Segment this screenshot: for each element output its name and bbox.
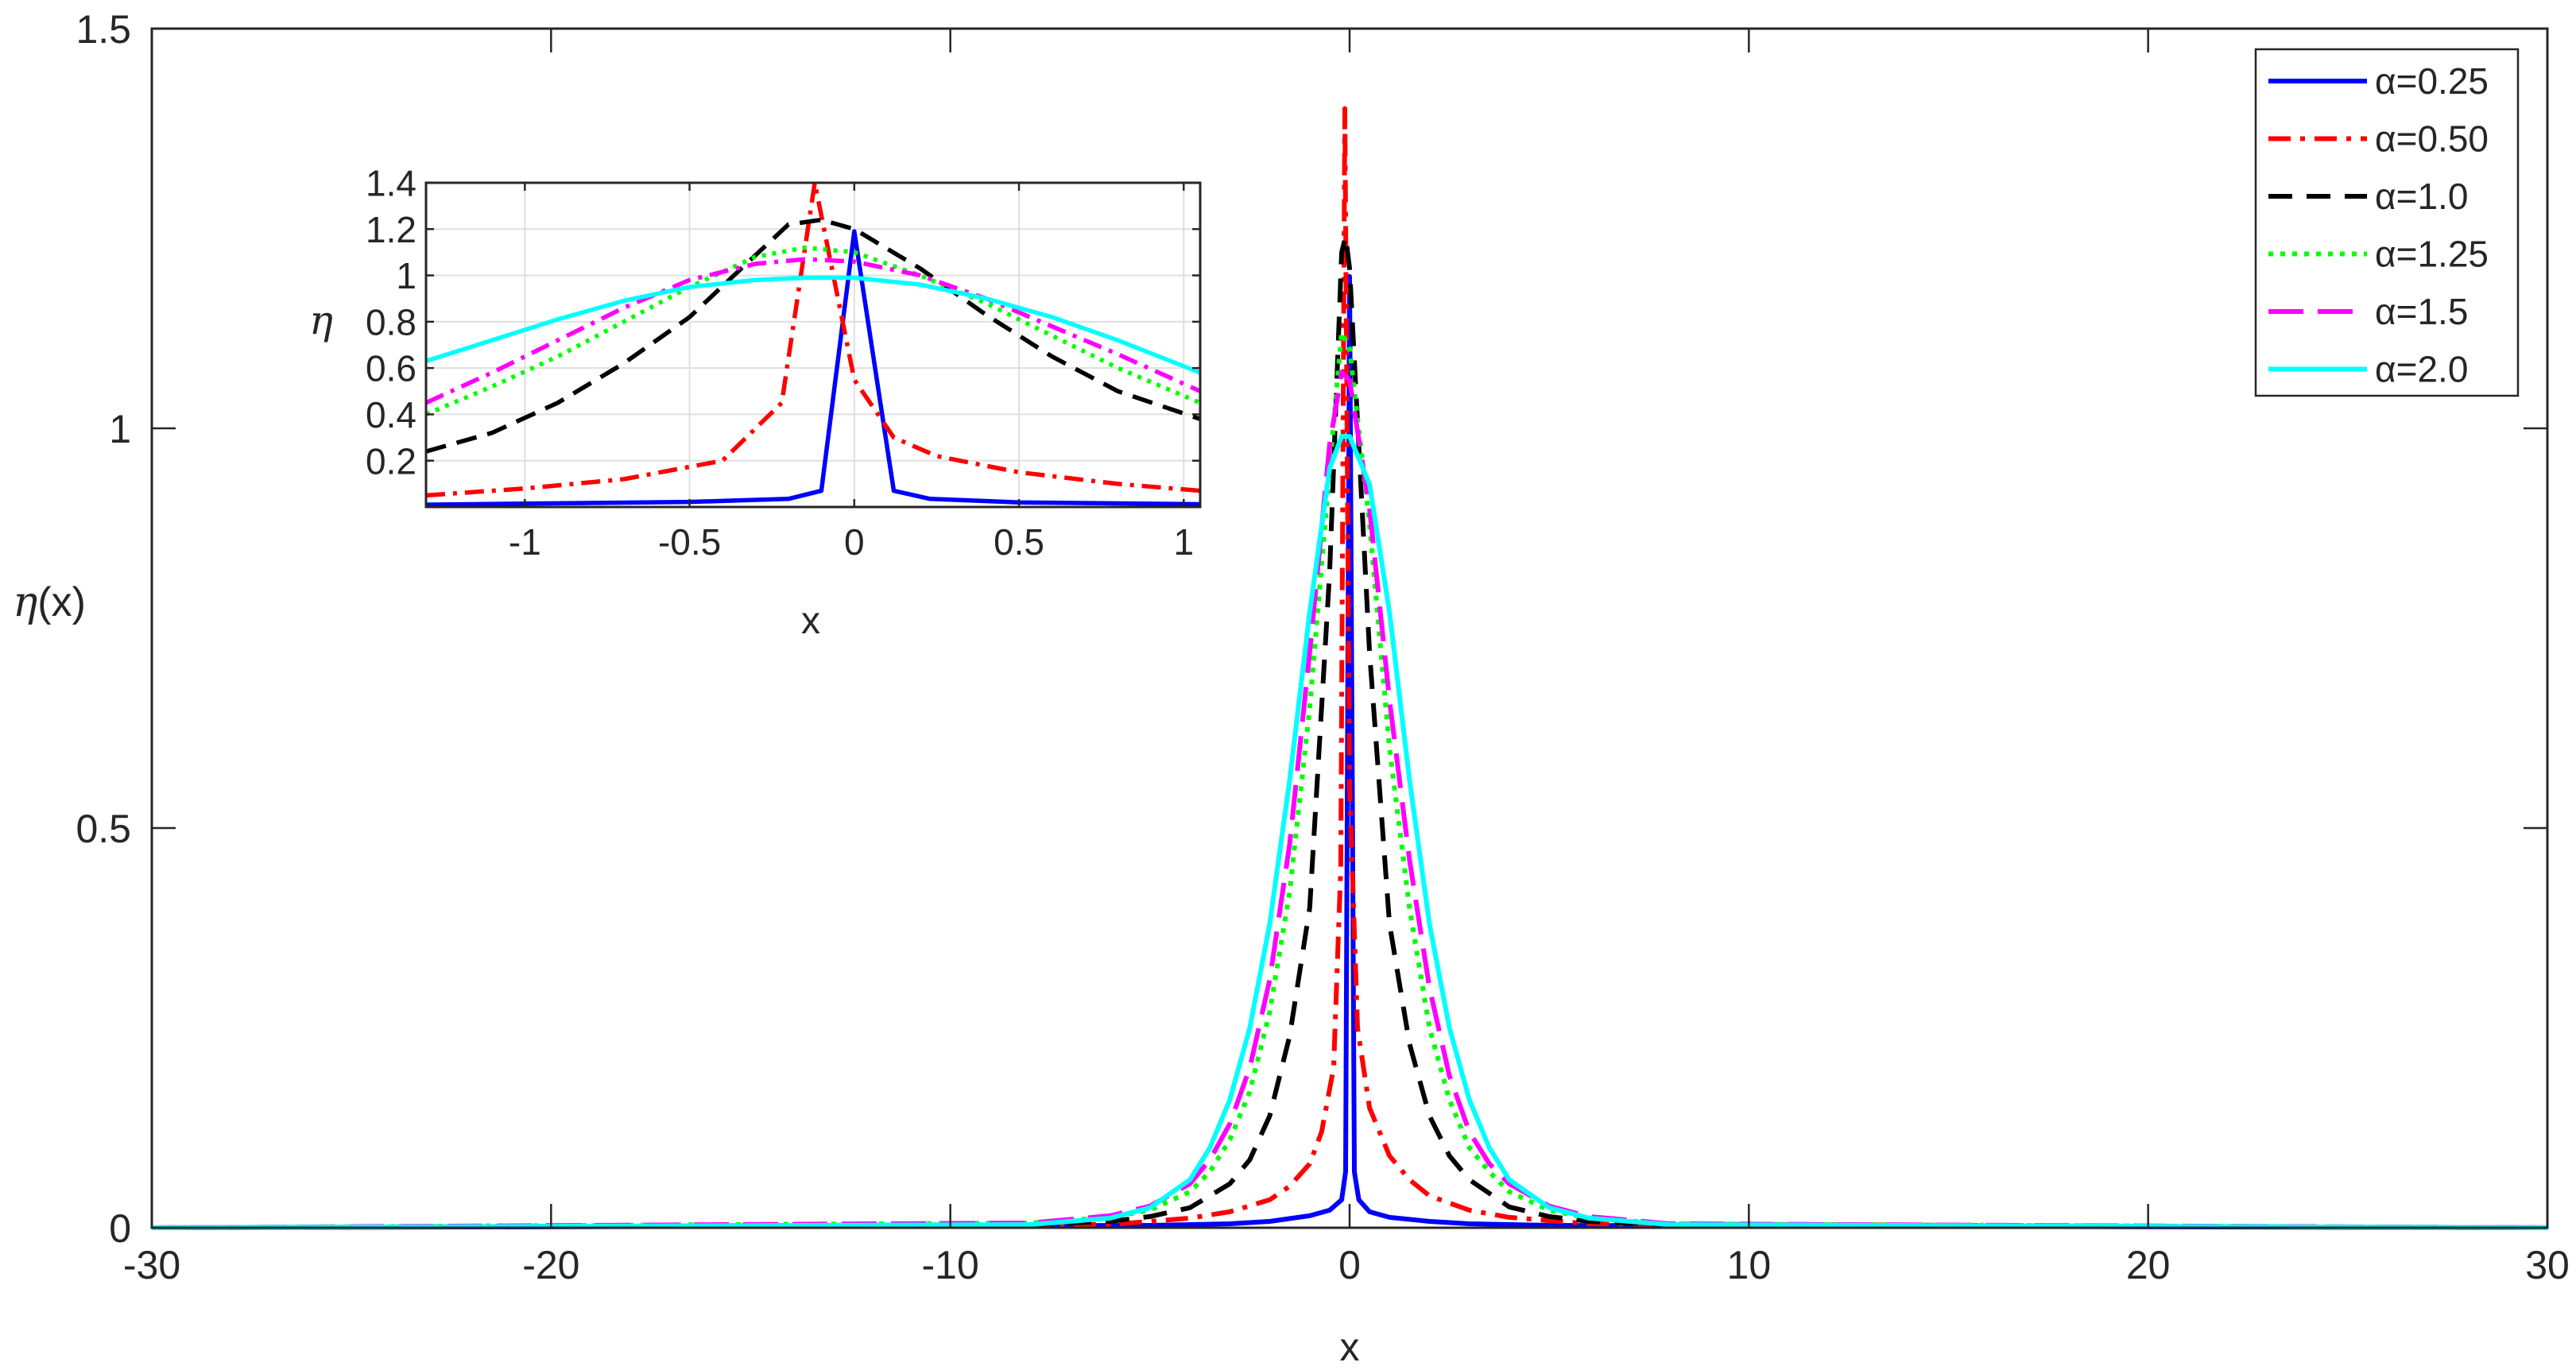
legend-label-0: α=0.25: [2375, 60, 2489, 102]
main-series-lines: [151, 106, 2548, 1230]
main-x-tick-label-2: -10: [922, 1243, 979, 1287]
legend-box: [2254, 48, 2520, 397]
main-y-tick-label-0: 0: [109, 1206, 131, 1251]
main-y-tick-label-2: 1: [109, 407, 131, 451]
inset-x-tick-label-0: -1: [509, 521, 541, 563]
inset-x-tick-label-4: 1: [1173, 521, 1194, 563]
main-x-tick-label-5: 20: [2126, 1243, 2171, 1287]
inset-series-line-4: [424, 257, 1202, 405]
inset-series-lines: [424, 180, 1202, 507]
inset-x-tick-label-1: -0.5: [658, 521, 721, 563]
legend-label-3: α=1.25: [2375, 234, 2489, 275]
inset-y-tick-label-6: 1.4: [366, 163, 416, 204]
main-x-tick-label-3: 0: [1338, 1243, 1361, 1287]
inset-y-axis-label: η: [309, 297, 333, 343]
inset-series-line-2: [425, 217, 1201, 454]
inset-y-tick-label-2: 0.6: [366, 348, 416, 389]
inset-y-tick-label-1: 0.4: [366, 394, 416, 435]
main-x-tick-label-0: -30: [123, 1243, 180, 1287]
inset-plot-frame: [424, 181, 1202, 509]
inset-x-axis-label: x: [801, 600, 820, 642]
inset-y-tick-label-0: 0.2: [366, 440, 416, 482]
inset-series-line-1: [425, 180, 1201, 498]
inset-y-tick-label-5: 1.2: [366, 209, 416, 250]
legend-items: α=0.25 α=0.50 α=1.0 α=1.25 α=1.5 α=2.0: [2268, 60, 2489, 390]
main-x-axis-label: x: [1340, 1325, 1360, 1369]
inset-x-tick-label-3: 0.5: [994, 521, 1044, 563]
legend-label-1: α=0.50: [2375, 118, 2489, 160]
inset-y-tick-label-3: 0.8: [366, 301, 416, 342]
inset-plot-area: [426, 183, 1200, 507]
main-series-line-3: [151, 330, 2548, 1230]
inset-y-tick-label-4: 1: [396, 255, 416, 296]
legend: α=0.25 α=0.50 α=1.0 α=1.25 α=1.5 α=2.0: [2254, 48, 2520, 397]
inset-series-line-0: [425, 229, 1201, 507]
inset-series-line-3: [424, 245, 1202, 416]
main-x-tick-label-6: 30: [2525, 1243, 2570, 1287]
inset-x-tick-label-2: 0: [844, 521, 865, 563]
inset-series-line-5: [425, 275, 1202, 375]
main-y-tick-label-3: 1.5: [76, 7, 131, 52]
legend-label-4: α=1.5: [2375, 291, 2468, 332]
main-series-line-5: [151, 434, 2548, 1230]
legend-label-2: α=1.0: [2375, 176, 2468, 217]
legend-label-5: α=2.0: [2375, 349, 2468, 390]
main-y-tick-label-1: 0.5: [76, 807, 131, 851]
inset-axis-ticks: -1 -0.5 0 0.5 1 0.2 0.4 0.6 0.8 1 1.2 1.4: [366, 163, 1200, 563]
main-series-line-4: [151, 370, 2548, 1230]
main-series-line-1: [151, 106, 2548, 1230]
main-series-line-2: [151, 234, 2548, 1230]
main-y-axis-label: η(x): [13, 579, 86, 626]
main-x-tick-label-1: -20: [522, 1243, 579, 1287]
main-x-tick-label-4: 10: [1727, 1243, 1772, 1287]
inset-plot: -1 -0.5 0 0.5 1 0.2 0.4 0.6 0.8 1 1.2 1.4 x η: [309, 163, 1202, 642]
main-series-line-0: [151, 273, 2548, 1230]
